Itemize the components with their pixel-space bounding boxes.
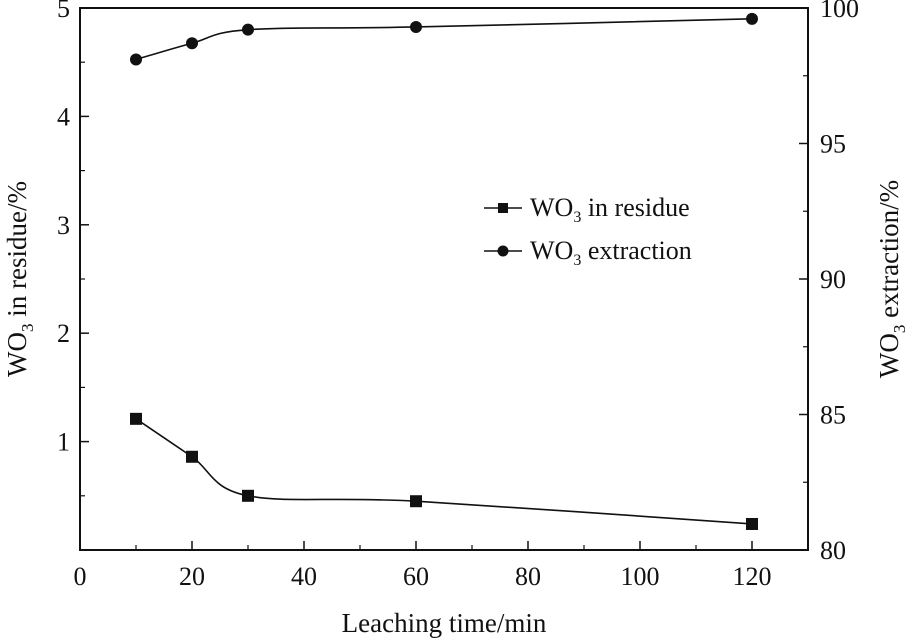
left-y-tick-label: 5 bbox=[57, 0, 70, 23]
left-y-axis-ticks: 1 2 3 4 5 bbox=[57, 0, 89, 497]
data-point-circle bbox=[410, 20, 422, 33]
series-layer bbox=[130, 12, 758, 530]
right-y-axis-label: WO3 extraction/% bbox=[874, 180, 909, 378]
data-point-circle bbox=[186, 37, 198, 50]
data-point-circle bbox=[130, 53, 142, 66]
right-y-axis-label-prefix: WO bbox=[874, 333, 904, 378]
x-tick-label: 0 bbox=[74, 562, 87, 591]
right-y-tick-label: 100 bbox=[820, 0, 859, 23]
data-point-circle bbox=[242, 23, 254, 36]
x-axis-label: Leaching time/min bbox=[342, 608, 547, 638]
legend-label-residue-sub: 3 bbox=[573, 209, 581, 226]
x-tick-label: 100 bbox=[621, 562, 660, 591]
x-axis-ticks: 0 20 40 60 80 100 120 bbox=[74, 541, 772, 591]
x-tick-label: 20 bbox=[179, 562, 205, 591]
legend-label-extraction-suffix: extraction bbox=[581, 236, 691, 265]
data-point-square bbox=[746, 517, 758, 530]
legend-item-extraction: WO3 extraction bbox=[484, 236, 692, 269]
legend-label-extraction-sub: 3 bbox=[573, 252, 581, 269]
left-y-axis-label-sub: 3 bbox=[18, 323, 37, 332]
legend-label-extraction: WO3 extraction bbox=[530, 236, 692, 269]
right-y-tick-label: 90 bbox=[820, 265, 846, 294]
left-y-axis-label-prefix: WO bbox=[2, 332, 32, 377]
legend-label-residue: WO3 in residue bbox=[530, 193, 690, 226]
x-tick-label: 120 bbox=[733, 562, 772, 591]
legend-item-residue: WO3 in residue bbox=[484, 193, 690, 226]
data-point-circle bbox=[746, 12, 758, 25]
data-point-square bbox=[130, 412, 142, 425]
right-y-axis-ticks: 80 85 90 95 100 bbox=[799, 0, 859, 565]
data-point-square bbox=[242, 489, 254, 502]
legend-label-residue-prefix: WO bbox=[530, 193, 573, 222]
right-y-axis-label-sub: 3 bbox=[890, 325, 909, 334]
series-line-1 bbox=[135, 18, 753, 61]
legend-label-residue-suffix: in residue bbox=[581, 193, 689, 222]
x-tick-label: 60 bbox=[403, 562, 429, 591]
legend-marker-circle bbox=[497, 245, 509, 257]
right-y-tick-label: 85 bbox=[820, 401, 846, 430]
x-tick-label: 80 bbox=[515, 562, 541, 591]
left-y-tick-label: 3 bbox=[57, 211, 70, 240]
left-y-axis-label: WO3 in residue/% bbox=[2, 181, 37, 377]
data-point-square bbox=[186, 450, 198, 463]
x-tick-label: 40 bbox=[291, 562, 317, 591]
left-y-tick-label: 4 bbox=[57, 102, 70, 131]
right-y-axis-label-suffix: extraction/% bbox=[874, 180, 904, 325]
right-y-tick-label: 95 bbox=[820, 130, 846, 159]
left-y-axis-label-suffix: in residue/% bbox=[2, 181, 32, 323]
left-y-tick-label: 1 bbox=[57, 428, 70, 457]
data-point-square bbox=[410, 495, 422, 508]
legend-label-extraction-prefix: WO bbox=[530, 236, 573, 265]
series-line-0 bbox=[135, 418, 753, 525]
legend: WO3 in residue WO3 extraction bbox=[484, 193, 692, 269]
plot-frame bbox=[79, 7, 809, 551]
left-y-tick-label: 2 bbox=[57, 319, 70, 348]
legend-marker-square bbox=[498, 203, 508, 213]
right-y-tick-label: 80 bbox=[820, 536, 846, 565]
